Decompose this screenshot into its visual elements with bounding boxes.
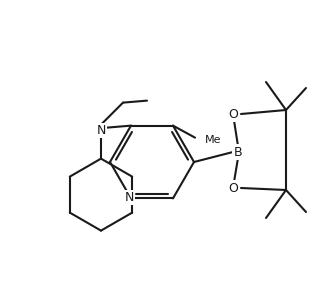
Text: N: N: [124, 191, 134, 204]
Text: O: O: [228, 181, 238, 194]
Text: Me: Me: [205, 135, 221, 145]
Text: N: N: [96, 124, 106, 137]
Text: O: O: [228, 107, 238, 120]
Text: B: B: [234, 146, 242, 158]
